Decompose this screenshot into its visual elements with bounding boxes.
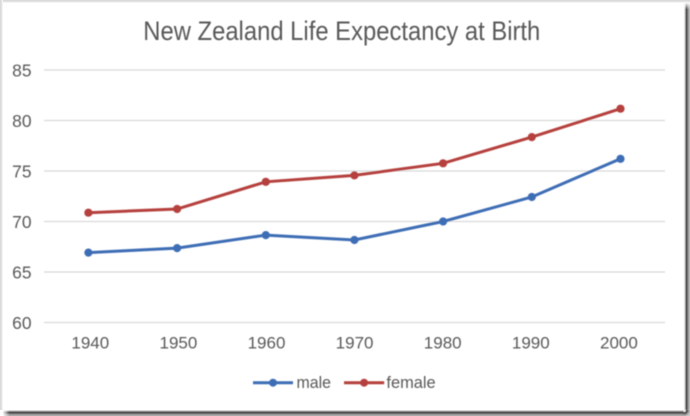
svg-text:85: 85 (12, 60, 31, 80)
svg-text:2000: 2000 (600, 334, 638, 353)
svg-text:75: 75 (12, 161, 31, 181)
svg-text:female: female (386, 373, 435, 392)
svg-text:1940: 1940 (71, 334, 109, 353)
svg-text:1990: 1990 (512, 334, 550, 353)
svg-text:1980: 1980 (424, 334, 462, 353)
svg-text:1960: 1960 (248, 334, 286, 353)
svg-text:65: 65 (12, 262, 31, 282)
svg-text:80: 80 (12, 111, 31, 131)
svg-text:male: male (297, 373, 332, 392)
svg-text:1970: 1970 (336, 334, 374, 353)
svg-text:60: 60 (12, 313, 31, 333)
svg-text:New Zealand Life Expectancy at: New Zealand Life Expectancy at Birth (143, 16, 540, 46)
svg-text:1950: 1950 (159, 334, 197, 353)
svg-text:70: 70 (12, 212, 31, 232)
